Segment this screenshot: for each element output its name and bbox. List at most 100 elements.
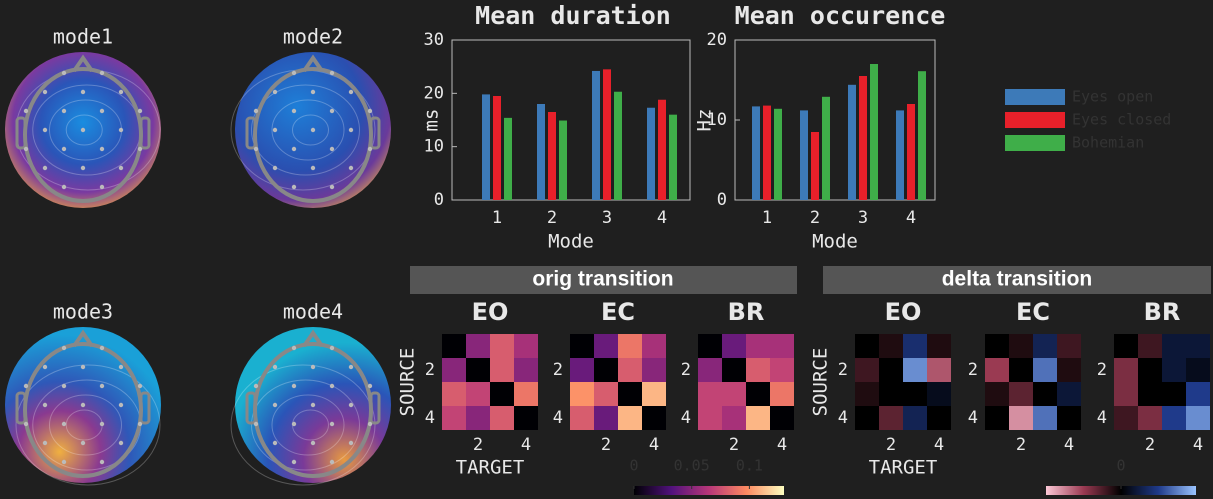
- heatmap-cell: [1033, 334, 1057, 358]
- x-tick-label: 2: [810, 208, 820, 228]
- electrode: [99, 70, 105, 76]
- electrode: [42, 165, 48, 171]
- y-tick-label: 0: [717, 190, 727, 210]
- y-tick-label: 2: [968, 360, 978, 380]
- colorbar: [1046, 486, 1196, 495]
- colorbar: [634, 486, 784, 495]
- heatmap-cell: [1057, 406, 1081, 430]
- electrode: [61, 383, 67, 389]
- heatmap-cell: [490, 406, 514, 430]
- electrode: [310, 402, 316, 408]
- x-tick-label: 3: [602, 208, 612, 228]
- colorbar-tick-label: 0.05: [674, 457, 710, 475]
- electrode: [118, 127, 124, 133]
- electrode: [99, 383, 105, 389]
- legend-swatch: [1005, 89, 1065, 105]
- heatmap-cell: [1186, 334, 1210, 358]
- electrode: [80, 440, 86, 446]
- heatmap-cell: [855, 406, 879, 430]
- heatmap-cell: [879, 358, 903, 382]
- heatmap-cell: [442, 358, 466, 382]
- bar: [763, 105, 771, 200]
- heatmap-cell: [570, 406, 594, 430]
- heatmap-cell: [594, 406, 618, 430]
- heatmap-cell: [1114, 382, 1138, 406]
- x-tick-label: 2: [1016, 435, 1026, 455]
- y-tick-label: 30: [424, 30, 444, 50]
- heatmap-cell: [570, 358, 594, 382]
- x-tick-label: 1: [762, 208, 772, 228]
- electrode: [61, 459, 67, 465]
- section-header: delta transition: [942, 268, 1093, 291]
- heatmap-cell: [642, 406, 666, 430]
- y-tick-label: 4: [1097, 408, 1107, 428]
- electrode: [253, 108, 259, 114]
- ear: [15, 391, 27, 425]
- electrode: [329, 421, 335, 427]
- heatmap-cell: [746, 382, 770, 406]
- heatmap-cell: [618, 406, 642, 430]
- electrode: [118, 364, 124, 370]
- topomap-title: mode4: [283, 300, 343, 324]
- electrode: [329, 459, 335, 465]
- heatmap-cell: [698, 406, 722, 430]
- electrode: [23, 146, 29, 152]
- electrode: [80, 165, 86, 171]
- electrode: [291, 70, 297, 76]
- section-header-bg: [410, 266, 797, 294]
- electrode: [291, 146, 297, 152]
- heatmap-cell: [770, 382, 794, 406]
- heatmap-cell: [770, 334, 794, 358]
- heatmap-cell: [1033, 358, 1057, 382]
- y-tick-label: 2: [1097, 360, 1107, 380]
- bar: [603, 69, 611, 200]
- heatmap-cell: [442, 334, 466, 358]
- y-axis-label: ms: [421, 109, 443, 132]
- electrode: [272, 89, 278, 95]
- bar: [907, 104, 915, 200]
- heatmap-cell: [927, 406, 951, 430]
- electrode: [253, 146, 259, 152]
- contour: [251, 84, 360, 176]
- heatmap-cell: [903, 358, 927, 382]
- heatmap-cell: [1186, 358, 1210, 382]
- bar: [896, 110, 904, 200]
- x-tick-label: 2: [1145, 435, 1155, 455]
- electrode: [272, 402, 278, 408]
- chart-title: Mean occurence: [735, 1, 946, 30]
- x-tick-label: 2: [601, 435, 611, 455]
- heatmap-cell: [1114, 358, 1138, 382]
- electrode: [310, 89, 316, 95]
- heatmap-cell: [1138, 406, 1162, 430]
- heatmap-cell: [1057, 334, 1081, 358]
- colorbar-tick-label: 0: [629, 457, 638, 475]
- bar: [482, 94, 490, 200]
- heatmap-cell: [490, 382, 514, 406]
- bar: [822, 96, 830, 200]
- legend-swatch: [1005, 135, 1065, 151]
- heatmap-cell: [514, 382, 538, 406]
- heatmap-cell: [1162, 334, 1186, 358]
- bar: [592, 70, 600, 200]
- electrode: [137, 421, 143, 427]
- heatmap-cell: [570, 382, 594, 406]
- heatmap-cell: [1114, 406, 1138, 430]
- electrode: [80, 127, 86, 133]
- heatmap-cell: [927, 334, 951, 358]
- electrode: [348, 364, 354, 370]
- electrode: [291, 108, 297, 114]
- x-axis-label: Mode: [548, 231, 594, 253]
- heatmap-cell: [514, 406, 538, 430]
- nose: [302, 54, 324, 73]
- x-tick-label: 2: [547, 208, 557, 228]
- y-tick-label: 10: [707, 110, 727, 130]
- contour: [49, 394, 122, 456]
- heatmap-cell: [442, 382, 466, 406]
- electrode: [348, 165, 354, 171]
- heatmap-cell: [722, 358, 746, 382]
- ear: [369, 391, 381, 425]
- electrode: [137, 383, 143, 389]
- electrode: [61, 184, 67, 190]
- electrode: [348, 89, 354, 95]
- legend-label: Eyes open: [1072, 88, 1153, 106]
